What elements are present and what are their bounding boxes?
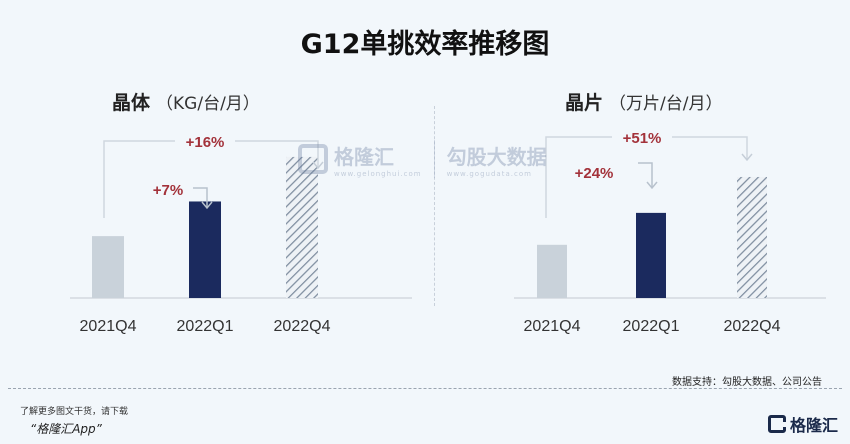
right-panel-name: 晶片 [565,92,604,114]
left-bar-2021Q4 [92,236,124,298]
chart-title: G12单挑效率推移图 [300,29,550,60]
watermark-separator [433,140,435,178]
left-bar-2022Q4 [286,156,318,298]
footer-app-name: “格隆汇App” [30,422,102,436]
right-bar-2021Q4 [537,244,567,298]
data-source: 数据支持：勾股大数据、公司公告 [672,377,822,388]
left-growth-label-q1: +7% [153,182,183,199]
watermark-brand: 格隆汇 [334,144,394,169]
left-panel-name: 晶体 [112,92,151,114]
watermark: 格隆汇 www.gelonghui.com 勾股大数据 www.gogudata… [298,140,547,178]
brand-logo-text: 格隆汇 [789,416,838,435]
right-bar-2022Q1 [636,212,666,298]
left-arrowhead-q1 [201,201,213,210]
watermark-partner: 勾股大数据 [446,144,547,169]
right-tick-2022Q4: 2022Q4 [724,318,781,335]
footer-divider [8,388,842,389]
footer-download-text: 了解更多图文干货，请下载 [20,407,129,417]
left-panel-unit: （KG/台/月） [156,94,260,114]
left-growth-label-q4: +16% [186,134,225,151]
right-tick-2021Q4: 2021Q4 [524,318,581,335]
right-bar-2022Q4 [737,176,767,298]
left-tick-2022Q1: 2022Q1 [177,318,234,335]
watermark-brand-sub: www.gelonghui.com [334,169,422,178]
left-bar-chart: 2021Q4 2022Q1 2022Q4 +7% +16% [70,134,412,335]
left-tick-2021Q4: 2021Q4 [80,318,137,335]
panel-divider [434,106,435,306]
right-arrowhead-q1 [646,181,658,190]
right-growth-label-q1: +24% [575,165,614,182]
left-bar-2022Q1 [189,201,221,298]
right-panel-unit: （万片/台/月） [609,94,723,114]
brand-logo: 格隆汇 [767,412,838,436]
left-tick-2022Q4: 2022Q4 [274,318,331,335]
right-bracket-right [672,136,748,160]
left-bracket-right [235,140,319,168]
left-arrowhead-q4 [312,161,324,170]
right-arrow-q1 [638,162,653,188]
right-bar-chart: 2021Q4 2022Q1 2022Q4 +24% +51% [514,130,826,335]
left-arrow-q1 [193,187,208,208]
left-panel-title: 晶体 （KG/台/月） [112,88,260,115]
brand-logo-icon [767,415,786,433]
watermark-partner-sub: www.gogudata.com [446,169,532,178]
right-bracket-left [545,136,612,218]
right-tick-2022Q1: 2022Q1 [623,318,680,335]
right-panel-title: 晶片 （万片/台/月） [565,88,722,115]
right-growth-label-q4: +51% [623,130,662,147]
watermark-logo-icon [298,144,328,174]
left-bracket-left [103,140,175,218]
right-arrowhead-q4 [741,153,753,162]
